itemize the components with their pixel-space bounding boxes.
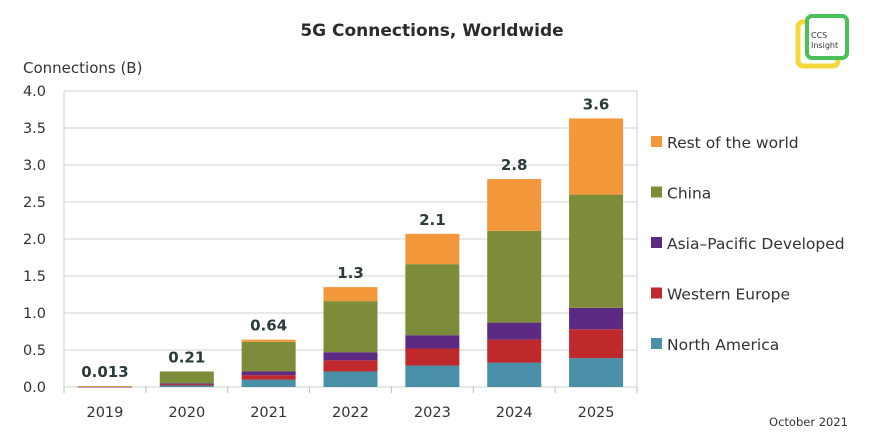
y-tick-label: 0.5 bbox=[23, 343, 46, 359]
y-axis-label: Connections (B) bbox=[23, 59, 142, 77]
y-tick-label: 1.5 bbox=[23, 269, 46, 285]
bar-segment bbox=[159, 384, 214, 386]
y-tick-label: 4.0 bbox=[23, 84, 46, 100]
bar-segment bbox=[77, 386, 132, 387]
y-tick-label: 1.0 bbox=[23, 306, 46, 322]
total-label: 2.8 bbox=[501, 156, 528, 174]
legend-swatch bbox=[651, 338, 662, 349]
bar-segment bbox=[569, 358, 624, 387]
bar-segment bbox=[405, 348, 460, 366]
chart-title: 5G Connections, Worldwide bbox=[300, 21, 563, 41]
total-label: 0.013 bbox=[81, 363, 128, 381]
date-note: October 2021 bbox=[769, 415, 848, 429]
ccs-insight-logo: CCS Insight bbox=[795, 14, 849, 69]
bar-segment bbox=[569, 307, 624, 330]
x-tick-label: 2021 bbox=[250, 405, 287, 421]
bar-segment bbox=[405, 264, 460, 336]
total-labels: 0.013 0.21 0.64 1.3 2.1 2.8 3.6 bbox=[81, 95, 609, 381]
bar-segment bbox=[323, 301, 378, 353]
bars bbox=[77, 118, 624, 388]
bar-segment bbox=[487, 230, 542, 323]
bar-segment bbox=[159, 383, 214, 385]
bar-segment bbox=[487, 339, 542, 363]
bar-segment bbox=[323, 287, 378, 302]
bar-segment bbox=[241, 379, 296, 387]
bar-segment bbox=[569, 118, 624, 195]
y-tick-labels: 0.0 0.5 1.0 1.5 2.0 2.5 3.0 3.5 4.0 bbox=[23, 84, 46, 396]
x-tick-labels: 2019 2020 2021 2022 2023 2024 2025 bbox=[86, 405, 614, 421]
y-tick-label: 3.5 bbox=[23, 121, 46, 137]
legend-swatch bbox=[651, 237, 662, 248]
bar-segment bbox=[241, 371, 296, 376]
total-label: 3.6 bbox=[583, 95, 610, 113]
x-tick-label: 2025 bbox=[578, 405, 615, 421]
y-tick-label: 2.5 bbox=[23, 195, 46, 211]
legend-swatch bbox=[651, 136, 662, 147]
bar-segment bbox=[487, 362, 542, 387]
bar-segment bbox=[487, 179, 542, 231]
bar-segment bbox=[405, 335, 460, 349]
bar-segment bbox=[159, 371, 214, 384]
legend-label: Asia–Pacific Developed bbox=[667, 235, 845, 253]
y-tick-label: 0.0 bbox=[23, 380, 46, 396]
x-tick-label: 2019 bbox=[86, 405, 123, 421]
bar-segment bbox=[159, 385, 214, 387]
x-tick-label: 2022 bbox=[332, 405, 369, 421]
gridlines bbox=[63, 90, 638, 393]
legend-label: Rest of the world bbox=[667, 134, 799, 152]
x-tick-label: 2023 bbox=[414, 405, 451, 421]
legend-label: North America bbox=[667, 336, 779, 354]
bar-segment bbox=[569, 329, 624, 359]
legend-swatch bbox=[651, 287, 662, 299]
bar-segment bbox=[323, 352, 378, 361]
bar-segment bbox=[241, 375, 296, 380]
bar-segment bbox=[405, 233, 460, 265]
bar-segment bbox=[323, 360, 378, 372]
total-label: 0.64 bbox=[250, 317, 287, 335]
y-tick-label: 3.0 bbox=[23, 158, 46, 174]
logo-text-line1: CCS bbox=[811, 31, 827, 40]
legend-label: Western Europe bbox=[667, 286, 790, 304]
logo-text-line2: Insight bbox=[811, 41, 838, 50]
y-tick-label: 2.0 bbox=[23, 232, 46, 248]
x-tick-label: 2020 bbox=[168, 405, 205, 421]
bar-segment bbox=[323, 371, 378, 387]
bar-segment bbox=[569, 194, 624, 308]
legend-swatch bbox=[651, 186, 662, 198]
bar-segment bbox=[487, 322, 542, 340]
bar-segment bbox=[241, 339, 296, 342]
legend-label: China bbox=[667, 185, 711, 203]
legend: Rest of the world China Asia–Pacific Devel… bbox=[651, 134, 845, 354]
total-label: 1.3 bbox=[337, 264, 364, 282]
x-tick-label: 2024 bbox=[496, 405, 533, 421]
total-label: 2.1 bbox=[419, 211, 446, 229]
bar-segment bbox=[405, 365, 460, 387]
bar-segment bbox=[241, 341, 296, 372]
total-label: 0.21 bbox=[168, 348, 205, 366]
